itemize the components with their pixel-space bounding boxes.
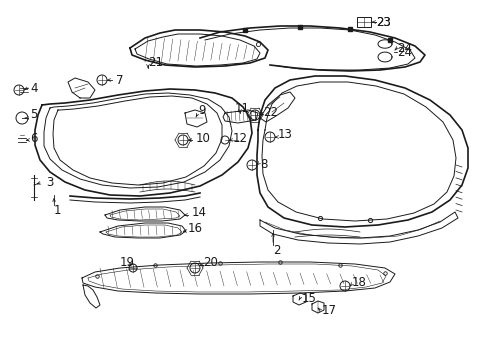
- Text: 21: 21: [148, 55, 163, 68]
- Text: 12: 12: [233, 131, 248, 144]
- Text: 14: 14: [192, 206, 207, 219]
- Text: 23: 23: [376, 15, 391, 28]
- Text: 9: 9: [198, 104, 205, 117]
- Text: 8: 8: [260, 158, 268, 171]
- Text: 24: 24: [397, 45, 412, 58]
- Text: 7: 7: [116, 73, 123, 86]
- Text: 18: 18: [352, 276, 367, 289]
- Text: 6: 6: [30, 131, 38, 144]
- Text: 4: 4: [30, 81, 38, 94]
- Text: 19: 19: [120, 256, 135, 270]
- Text: 2: 2: [273, 243, 280, 256]
- Text: 15: 15: [302, 292, 317, 305]
- Text: 10: 10: [196, 131, 211, 144]
- Text: 17: 17: [322, 303, 337, 316]
- Text: 22: 22: [263, 105, 278, 118]
- Text: 23: 23: [376, 15, 391, 28]
- Text: 16: 16: [188, 221, 203, 234]
- Text: 20: 20: [203, 256, 218, 270]
- Text: 3: 3: [46, 176, 53, 189]
- Text: 1: 1: [54, 203, 62, 216]
- Text: 5: 5: [30, 108, 37, 122]
- Text: 11: 11: [235, 102, 250, 114]
- Text: 24: 24: [397, 41, 412, 54]
- Text: 13: 13: [278, 129, 293, 141]
